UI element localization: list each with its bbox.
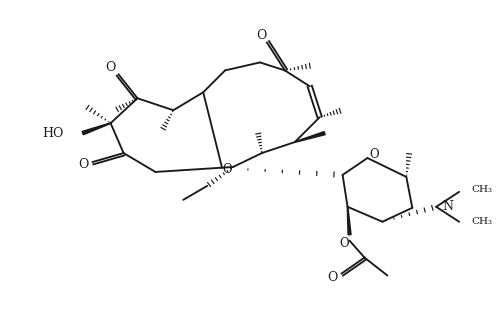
Text: O: O (106, 61, 116, 74)
Text: HO: HO (42, 127, 64, 140)
Text: O: O (340, 237, 349, 250)
Text: CH₃: CH₃ (471, 217, 492, 226)
Text: O: O (78, 159, 89, 172)
Text: O: O (222, 163, 232, 176)
Polygon shape (294, 131, 325, 142)
Text: CH₃: CH₃ (471, 185, 492, 194)
Text: O: O (370, 148, 380, 161)
Polygon shape (82, 123, 110, 135)
Text: N: N (442, 200, 453, 213)
Text: O: O (256, 29, 266, 42)
Polygon shape (348, 207, 351, 235)
Text: O: O (328, 271, 338, 284)
